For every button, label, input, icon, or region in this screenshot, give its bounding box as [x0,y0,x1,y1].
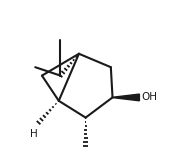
Text: OH: OH [141,92,157,102]
Text: H: H [30,129,37,139]
Polygon shape [112,94,139,101]
